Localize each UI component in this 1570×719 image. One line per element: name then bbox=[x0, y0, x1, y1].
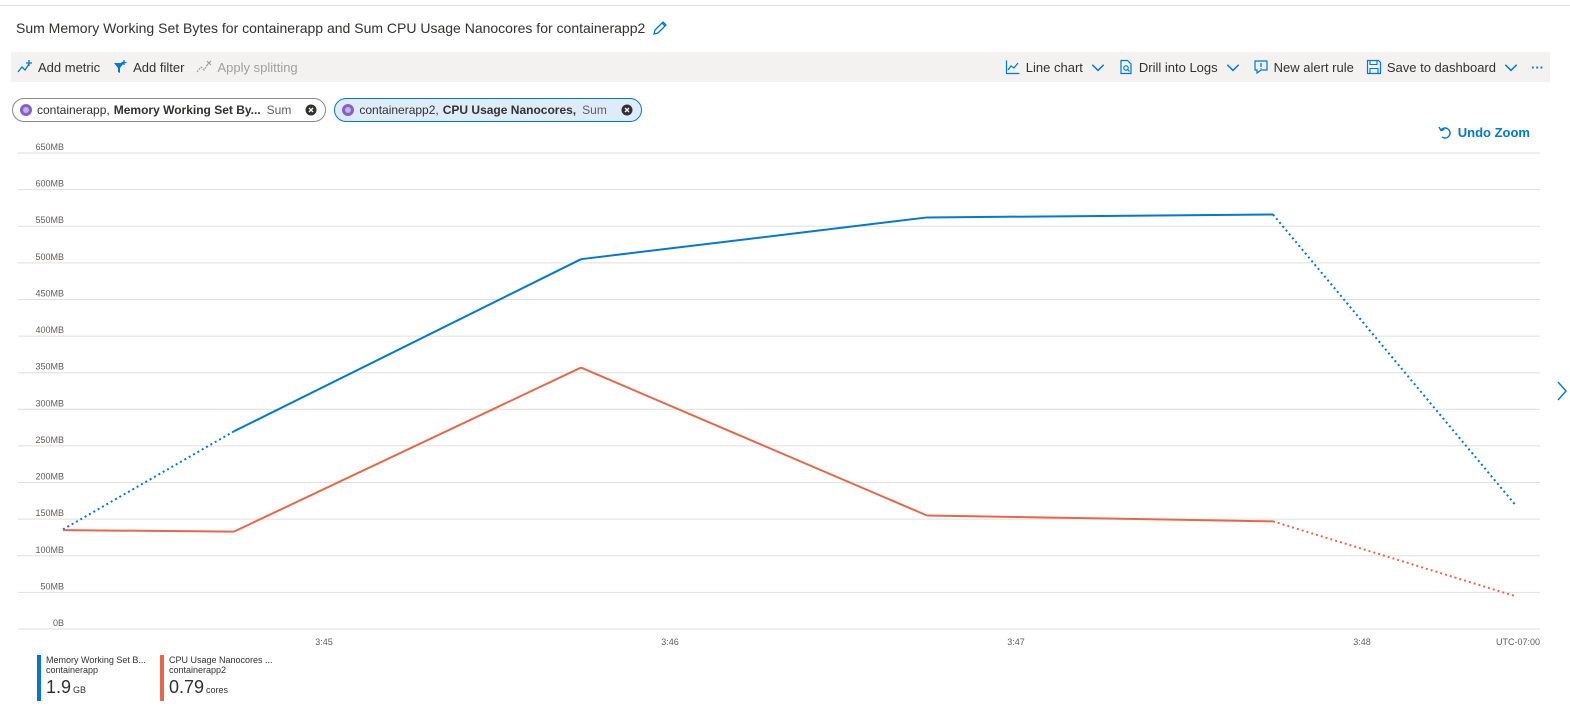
alert-icon bbox=[1254, 60, 1268, 75]
y-tick-label: 250MB bbox=[35, 435, 64, 445]
y-tick-label: 550MB bbox=[35, 215, 64, 225]
pill-metric: CPU Usage Nanocores, bbox=[442, 103, 577, 117]
y-tick-label: 350MB bbox=[35, 362, 64, 372]
y-tick-label: 400MB bbox=[35, 325, 64, 335]
undo-icon bbox=[1438, 126, 1451, 139]
y-tick-label: 50MB bbox=[40, 581, 64, 591]
y-tick-label: 500MB bbox=[35, 252, 64, 262]
y-axis-ticks: 650MB 600MB 550MB 500MB 450MB 400MB 350MB 300MB… bbox=[35, 142, 64, 628]
series-segment bbox=[1272, 213, 1516, 506]
series-segment bbox=[233, 258, 582, 433]
line-chart-icon bbox=[1005, 60, 1020, 75]
line-chart[interactable]: 650MB 600MB 550MB 500MB 450MB 400MB 350MB 300MB… bbox=[0, 140, 1570, 655]
y-tick-label: 200MB bbox=[35, 472, 64, 482]
legend-unit: cores bbox=[206, 685, 229, 695]
y-tick-label: 450MB bbox=[35, 288, 64, 298]
chart-series bbox=[62, 213, 1516, 598]
chart-toolbar: Add metric Add filter Apply splitting Li… bbox=[11, 52, 1550, 82]
legend-unit: GB bbox=[73, 685, 87, 695]
add-filter-button[interactable]: Add filter bbox=[106, 52, 190, 82]
add-metric-icon bbox=[17, 60, 32, 73]
line-chart-label: Line chart bbox=[1025, 59, 1083, 75]
save-to-dashboard-label: Save to dashboard bbox=[1386, 59, 1496, 75]
chevron-right-icon[interactable] bbox=[1556, 380, 1568, 402]
pill-aggregation: Sum bbox=[266, 103, 292, 117]
chart-legend: Memory Working Set B... containerapp 1.9… bbox=[37, 655, 273, 701]
top-divider bbox=[0, 5, 1570, 6]
pill-resource: containerapp, bbox=[37, 103, 110, 117]
y-tick-label: 100MB bbox=[35, 545, 64, 555]
new-alert-rule-button[interactable]: New alert rule bbox=[1247, 52, 1360, 82]
apply-splitting-label: Apply splitting bbox=[217, 59, 298, 75]
undo-zoom-label: Undo Zoom bbox=[1457, 125, 1530, 140]
add-filter-icon bbox=[114, 60, 127, 73]
undo-zoom-button[interactable]: Undo Zoom bbox=[1438, 125, 1530, 140]
series-segment bbox=[62, 529, 235, 533]
y-tick-label: 300MB bbox=[35, 398, 64, 408]
close-circle-icon[interactable] bbox=[621, 104, 633, 116]
series-segment bbox=[926, 514, 1274, 523]
chart-title: Sum Memory Working Set Bytes for contain… bbox=[16, 20, 646, 36]
series-line-2[interactable] bbox=[62, 366, 1516, 598]
y-tick-label: 150MB bbox=[35, 508, 64, 518]
chevron-down-icon bbox=[1091, 64, 1105, 72]
legend-item-cpu[interactable]: CPU Usage Nanocores ... containerapp2 0.… bbox=[160, 655, 273, 701]
y-tick-label: 600MB bbox=[35, 179, 64, 189]
chevron-down-icon bbox=[1226, 64, 1239, 72]
series-segment bbox=[580, 366, 928, 517]
legend-metric-name: Memory Working Set B... bbox=[46, 655, 146, 665]
series-line-1[interactable] bbox=[62, 213, 1516, 531]
series-segment bbox=[580, 216, 928, 261]
more-options-label: ··· bbox=[1531, 59, 1544, 75]
pill-aggregation: Sum bbox=[582, 103, 607, 117]
legend-metric-name: CPU Usage Nanocores ... bbox=[169, 655, 273, 665]
metric-pill-cpu[interactable]: containerapp2, CPU Usage Nanocores, Sum bbox=[334, 98, 642, 122]
timezone-label: UTC-07:00 bbox=[1496, 637, 1540, 647]
add-metric-button[interactable]: Add metric bbox=[11, 52, 106, 82]
line-chart-button[interactable]: Line chart bbox=[999, 52, 1112, 82]
legend-resource: containerapp bbox=[46, 665, 99, 675]
legend-value: 0.79 bbox=[169, 677, 205, 697]
x-tick-label: 3:47 bbox=[1007, 637, 1025, 647]
legend-color-bar bbox=[160, 655, 164, 701]
y-tick-label: 650MB bbox=[35, 142, 64, 152]
metric-pills: containerapp, Memory Working Set By... S… bbox=[12, 98, 642, 122]
apply-splitting-button[interactable]: Apply splitting bbox=[190, 52, 303, 82]
chart-grid bbox=[18, 152, 1540, 630]
series-segment bbox=[233, 366, 582, 533]
toolbar-right-group: Line chart Drill into Logs New alert rul… bbox=[999, 52, 1550, 82]
chevron-down-icon bbox=[1504, 64, 1518, 72]
series-segment bbox=[1272, 520, 1516, 598]
chart-title-container: Sum Memory Working Set Bytes for contain… bbox=[16, 19, 669, 37]
add-filter-label: Add filter bbox=[133, 59, 185, 75]
x-tick-label: 3:46 bbox=[661, 637, 679, 647]
y-tick-label: 0B bbox=[53, 618, 64, 628]
legend-color-bar bbox=[37, 655, 41, 701]
x-tick-label: 3:48 bbox=[1353, 637, 1371, 647]
x-axis-ticks: 3:45 3:46 3:47 3:48 UTC-07:00 bbox=[315, 637, 1540, 647]
drill-into-logs-label: Drill into Logs bbox=[1138, 59, 1218, 75]
metric-pill-memory[interactable]: containerapp, Memory Working Set By... S… bbox=[12, 98, 327, 122]
add-metric-label: Add metric bbox=[38, 59, 101, 75]
pill-resource: containerapp2, bbox=[359, 103, 439, 117]
legend-resource: containerapp2 bbox=[169, 665, 227, 675]
legend-item-memory[interactable]: Memory Working Set B... containerapp 1.9… bbox=[37, 655, 150, 701]
save-to-dashboard-button[interactable]: Save to dashboard bbox=[1360, 52, 1525, 82]
series-segment bbox=[926, 213, 1274, 219]
drill-into-logs-button[interactable]: Drill into Logs bbox=[1112, 52, 1247, 82]
x-tick-label: 3:45 bbox=[315, 637, 333, 647]
pencil-edit-icon[interactable] bbox=[651, 19, 669, 37]
container-app-icon bbox=[342, 104, 355, 116]
new-alert-rule-label: New alert rule bbox=[1273, 59, 1354, 75]
legend-value: 1.9 bbox=[46, 677, 72, 697]
save-icon bbox=[1366, 59, 1381, 75]
close-circle-icon[interactable] bbox=[305, 104, 317, 116]
more-options-button[interactable]: ··· bbox=[1525, 52, 1550, 82]
apply-splitting-icon bbox=[196, 60, 212, 73]
container-app-icon bbox=[20, 104, 32, 116]
document-search-icon bbox=[1120, 59, 1132, 75]
pill-metric: Memory Working Set By... bbox=[113, 103, 261, 117]
